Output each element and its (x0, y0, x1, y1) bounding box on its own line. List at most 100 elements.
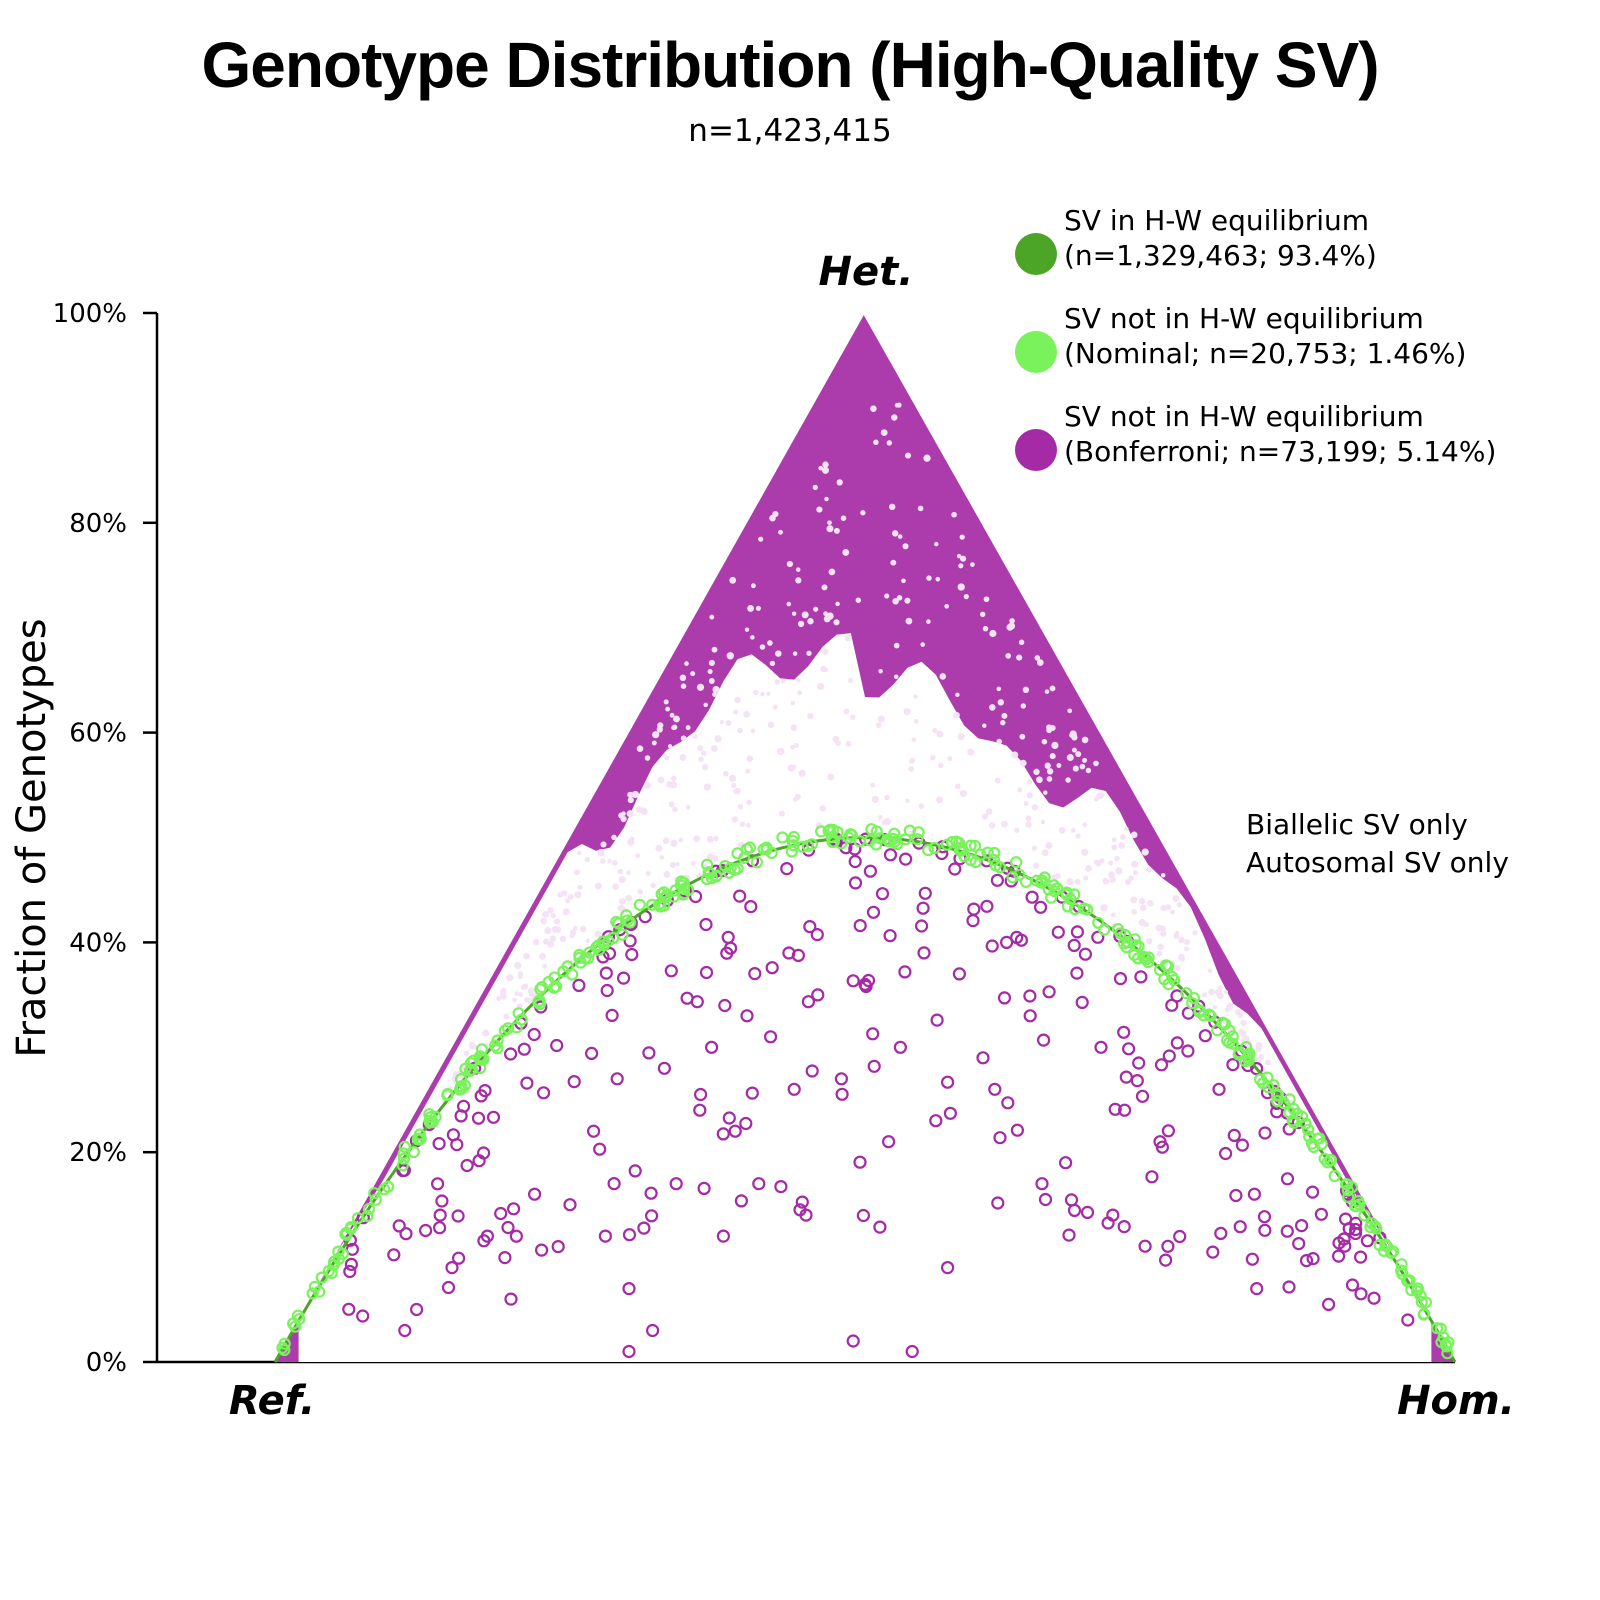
bonferroni-point (952, 967, 967, 981)
nominal-point (981, 846, 994, 859)
dense-texture-dot (574, 869, 580, 876)
nominal-point (801, 839, 814, 852)
legend: SV in H-W equilibrium (n=1,329,463; 93.4… (1015, 204, 1496, 471)
bonferroni-point (431, 1177, 445, 1191)
bonferroni-point (1227, 1128, 1241, 1143)
nominal-point (1193, 1005, 1206, 1019)
bonferroni-point (898, 852, 913, 866)
dense-texture-dot (813, 606, 819, 612)
bonferroni-point (345, 1242, 359, 1256)
bonferroni-point (744, 899, 758, 914)
bonferroni-point (988, 1082, 1002, 1096)
dense-texture-dot (733, 709, 739, 715)
dense-texture-dot (1110, 912, 1116, 918)
nominal-point (968, 839, 982, 853)
dense-texture-dot (918, 803, 925, 809)
nominal-point (610, 915, 623, 928)
dense-texture-dot (985, 808, 993, 815)
dense-texture-dot (712, 685, 720, 694)
dense-texture-dot (698, 756, 704, 763)
bonferroni-point (1121, 1042, 1136, 1056)
bonferroni-point (1023, 989, 1037, 1003)
dense-texture-dot (835, 601, 840, 607)
bonferroni-point (593, 1142, 607, 1156)
bonferroni-point (669, 1177, 683, 1191)
dense-texture-dot (627, 791, 634, 798)
bonferroni-point (1070, 925, 1085, 939)
nominal-point (592, 939, 605, 952)
dense-texture-dot (594, 882, 602, 890)
nominal-point (1271, 1094, 1284, 1108)
nominal-point (414, 1132, 427, 1145)
nominal-point (315, 1271, 328, 1284)
dense-texture-dot (1025, 815, 1032, 822)
nominal-point (669, 884, 682, 897)
nominal-point (700, 872, 714, 886)
dense-texture-dot (878, 668, 883, 674)
bonferroni-point (848, 854, 862, 869)
nominal-point (1342, 1190, 1355, 1204)
dense-texture-dot (901, 578, 906, 584)
bonferroni-point (622, 1228, 637, 1242)
bonferroni-point (1094, 1040, 1108, 1054)
bonferroni-point (805, 1064, 819, 1078)
bonferroni-point (1305, 1185, 1320, 1199)
bonferroni-point (1345, 1278, 1360, 1292)
dense-texture-dot (579, 925, 587, 933)
y-tick-label: 100% (53, 299, 127, 329)
dense-texture-dot (713, 835, 719, 842)
dense-texture-dot (555, 926, 562, 933)
nominal-point (397, 1152, 410, 1165)
nominal-point (974, 848, 987, 861)
bonferroni-point (399, 1227, 413, 1241)
dense-texture-dot (824, 496, 829, 502)
dense-texture-dot (463, 1050, 470, 1057)
nominal-point (278, 1343, 291, 1357)
dense-texture-dot (823, 611, 829, 617)
bonferroni-point (873, 1220, 887, 1234)
dense-texture-dot (739, 821, 746, 827)
dense-texture-dot (680, 735, 687, 742)
bonferroni-point (697, 1181, 711, 1196)
dense-texture-dot (734, 696, 741, 704)
bonferroni-point (628, 1164, 642, 1178)
nominal-point (633, 898, 646, 911)
dense-texture-dot (997, 699, 1005, 706)
dense-texture-dot (793, 742, 799, 748)
nominal-point (306, 1287, 319, 1300)
nominal-point (1364, 1220, 1377, 1234)
nominal-point (743, 841, 757, 854)
bonferroni-point (637, 1221, 651, 1235)
dense-texture-dot (1111, 837, 1117, 843)
dense-texture-dot (1125, 878, 1132, 885)
dense-texture-dot (835, 740, 842, 746)
dense-texture-dot (651, 740, 657, 746)
dense-texture-dot (1114, 855, 1120, 862)
bonferroni-point (1010, 1123, 1025, 1137)
dense-texture-dot (696, 683, 705, 691)
dense-texture-dot (1020, 703, 1027, 709)
dense-texture-dot (1217, 985, 1223, 991)
bonferroni-point (763, 1030, 778, 1044)
bonferroni-point (782, 946, 796, 960)
dense-texture-dot (908, 766, 914, 772)
nominal-point (1414, 1289, 1427, 1302)
bonferroni-point (1132, 1056, 1146, 1070)
bonferroni-point (605, 1008, 619, 1023)
bonferroni-point (801, 843, 816, 857)
nominal-point (291, 1309, 305, 1322)
bonferroni-point (1113, 971, 1128, 986)
dense-texture-dot (707, 669, 713, 675)
dense-texture-dot (612, 883, 619, 890)
dense-texture-dot (1040, 819, 1046, 825)
dense-texture-dot (1085, 767, 1092, 774)
dense-texture-dot (936, 730, 944, 738)
nominal-point (325, 1266, 338, 1280)
dense-texture-dot (947, 755, 953, 762)
y-tick-label: 40% (69, 928, 127, 958)
nominal-point (510, 1021, 523, 1034)
nominal-point (397, 1147, 410, 1160)
dense-texture-dot (796, 677, 801, 683)
bonferroni-point (1135, 1089, 1150, 1103)
nominal-point (731, 862, 744, 875)
